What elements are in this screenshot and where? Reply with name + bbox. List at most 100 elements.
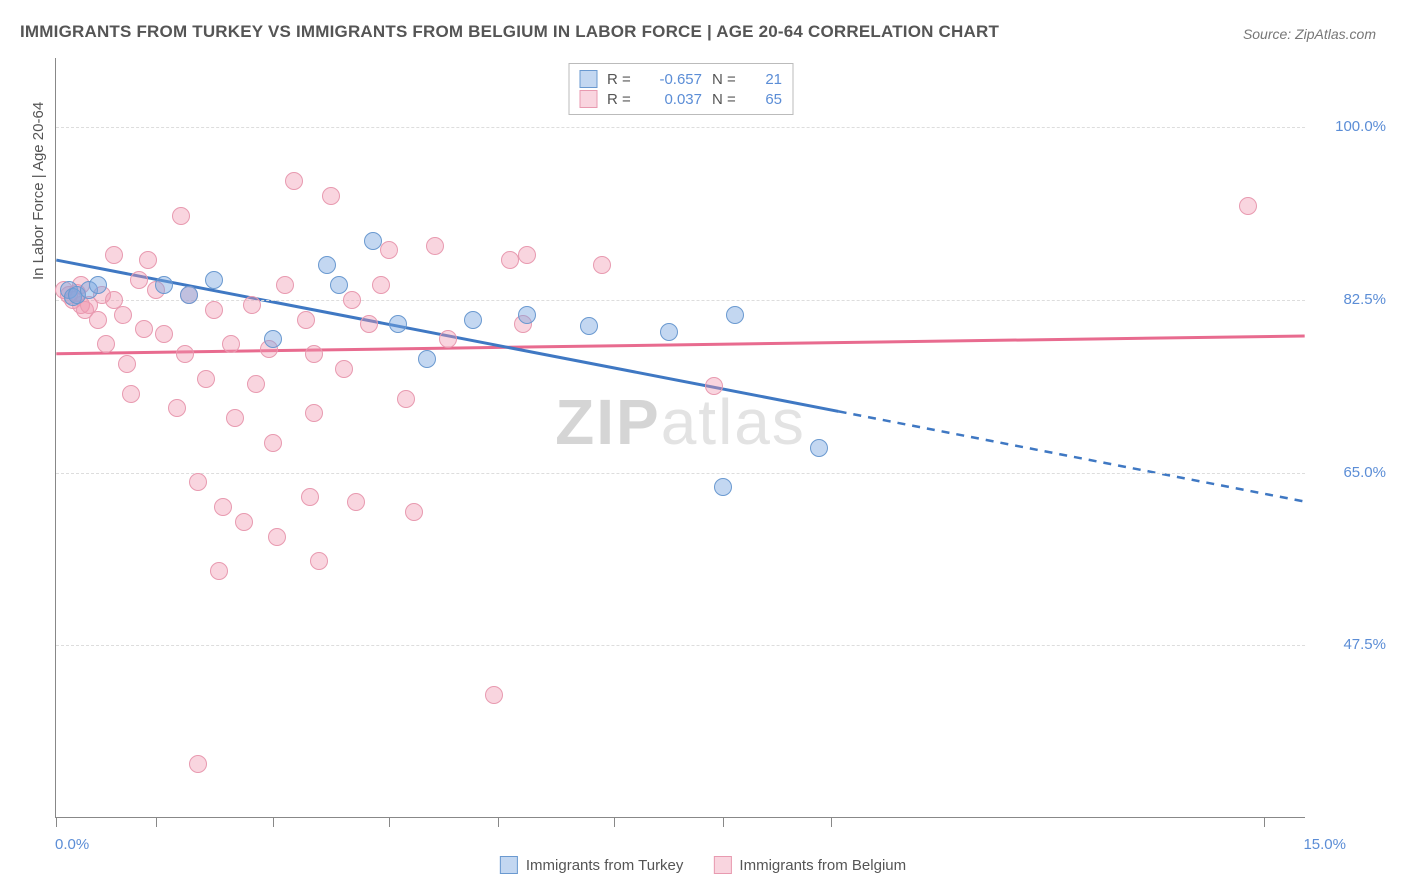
- chart-plot-area: ZIPatlas R = -0.657 N = 21 R = 0.037 N =…: [55, 58, 1305, 818]
- scatter-point: [97, 335, 115, 353]
- scatter-point: [322, 187, 340, 205]
- legend-item-turkey: Immigrants from Turkey: [500, 856, 684, 874]
- scatter-point: [155, 325, 173, 343]
- scatter-point: [464, 311, 482, 329]
- scatter-point: [714, 478, 732, 496]
- scatter-point: [214, 498, 232, 516]
- scatter-point: [335, 360, 353, 378]
- scatter-point: [89, 311, 107, 329]
- legend-row-belgium: R = 0.037 N = 65: [579, 90, 782, 108]
- legend-n-label: N =: [712, 71, 742, 88]
- scatter-point: [243, 296, 261, 314]
- scatter-point: [135, 320, 153, 338]
- scatter-point: [518, 306, 536, 324]
- scatter-point: [426, 237, 444, 255]
- scatter-point: [176, 345, 194, 363]
- scatter-point: [130, 271, 148, 289]
- legend-r-label: R =: [607, 91, 637, 108]
- x-tick: [831, 817, 832, 827]
- x-tick: [498, 817, 499, 827]
- x-tick: [156, 817, 157, 827]
- correlation-legend: R = -0.657 N = 21 R = 0.037 N = 65: [568, 63, 793, 115]
- scatter-point: [122, 385, 140, 403]
- y-axis-label: In Labor Force | Age 20-64: [30, 102, 47, 280]
- scatter-point: [301, 488, 319, 506]
- source-attribution: Source: ZipAtlas.com: [1243, 26, 1376, 42]
- watermark: ZIPatlas: [555, 385, 806, 459]
- scatter-point: [247, 375, 265, 393]
- scatter-point: [318, 256, 336, 274]
- scatter-point: [168, 399, 186, 417]
- scatter-point: [180, 286, 198, 304]
- scatter-point: [205, 301, 223, 319]
- scatter-point: [360, 315, 378, 333]
- scatter-point: [310, 552, 328, 570]
- scatter-point: [380, 241, 398, 259]
- scatter-point: [155, 276, 173, 294]
- legend-r-value-turkey: -0.657: [647, 71, 702, 88]
- scatter-point: [705, 377, 723, 395]
- series-legend: Immigrants from Turkey Immigrants from B…: [500, 856, 906, 874]
- x-tick: [389, 817, 390, 827]
- scatter-point: [105, 246, 123, 264]
- scatter-point: [89, 276, 107, 294]
- scatter-point: [297, 311, 315, 329]
- scatter-point: [210, 562, 228, 580]
- scatter-point: [439, 330, 457, 348]
- x-max-label: 15.0%: [1303, 836, 1346, 853]
- scatter-point: [593, 256, 611, 274]
- scatter-point: [330, 276, 348, 294]
- x-tick: [723, 817, 724, 827]
- scatter-point: [276, 276, 294, 294]
- scatter-point: [197, 370, 215, 388]
- scatter-point: [405, 503, 423, 521]
- y-tick-label: 100.0%: [1335, 118, 1386, 135]
- scatter-point: [418, 350, 436, 368]
- swatch-blue-icon: [500, 856, 518, 874]
- scatter-point: [285, 172, 303, 190]
- scatter-point: [580, 317, 598, 335]
- scatter-point: [118, 355, 136, 373]
- legend-row-turkey: R = -0.657 N = 21: [579, 70, 782, 88]
- legend-item-belgium: Immigrants from Belgium: [713, 856, 906, 874]
- scatter-point: [485, 686, 503, 704]
- swatch-blue-icon: [579, 70, 597, 88]
- swatch-pink-icon: [713, 856, 731, 874]
- x-tick: [1264, 817, 1265, 827]
- gridline: [56, 127, 1305, 128]
- legend-r-label: R =: [607, 71, 637, 88]
- scatter-point: [372, 276, 390, 294]
- scatter-point: [389, 315, 407, 333]
- legend-n-label: N =: [712, 91, 742, 108]
- scatter-point: [189, 473, 207, 491]
- x-min-label: 0.0%: [55, 836, 89, 853]
- scatter-point: [501, 251, 519, 269]
- y-tick-label: 47.5%: [1343, 636, 1386, 653]
- scatter-point: [343, 291, 361, 309]
- scatter-point: [810, 439, 828, 457]
- scatter-point: [114, 306, 132, 324]
- y-tick-label: 65.0%: [1343, 464, 1386, 481]
- scatter-point: [139, 251, 157, 269]
- x-tick: [614, 817, 615, 827]
- scatter-point: [518, 246, 536, 264]
- scatter-point: [264, 434, 282, 452]
- trend-lines-svg: [56, 58, 1305, 817]
- legend-n-value-turkey: 21: [752, 71, 782, 88]
- scatter-point: [268, 528, 286, 546]
- gridline: [56, 473, 1305, 474]
- x-tick: [273, 817, 274, 827]
- y-tick-label: 82.5%: [1343, 291, 1386, 308]
- scatter-point: [660, 323, 678, 341]
- gridline: [56, 645, 1305, 646]
- swatch-pink-icon: [579, 90, 597, 108]
- scatter-point: [305, 345, 323, 363]
- scatter-point: [205, 271, 223, 289]
- scatter-point: [347, 493, 365, 511]
- chart-title: IMMIGRANTS FROM TURKEY VS IMMIGRANTS FRO…: [20, 22, 999, 42]
- legend-r-value-belgium: 0.037: [647, 91, 702, 108]
- scatter-point: [172, 207, 190, 225]
- scatter-point: [726, 306, 744, 324]
- x-tick: [56, 817, 57, 827]
- scatter-point: [364, 232, 382, 250]
